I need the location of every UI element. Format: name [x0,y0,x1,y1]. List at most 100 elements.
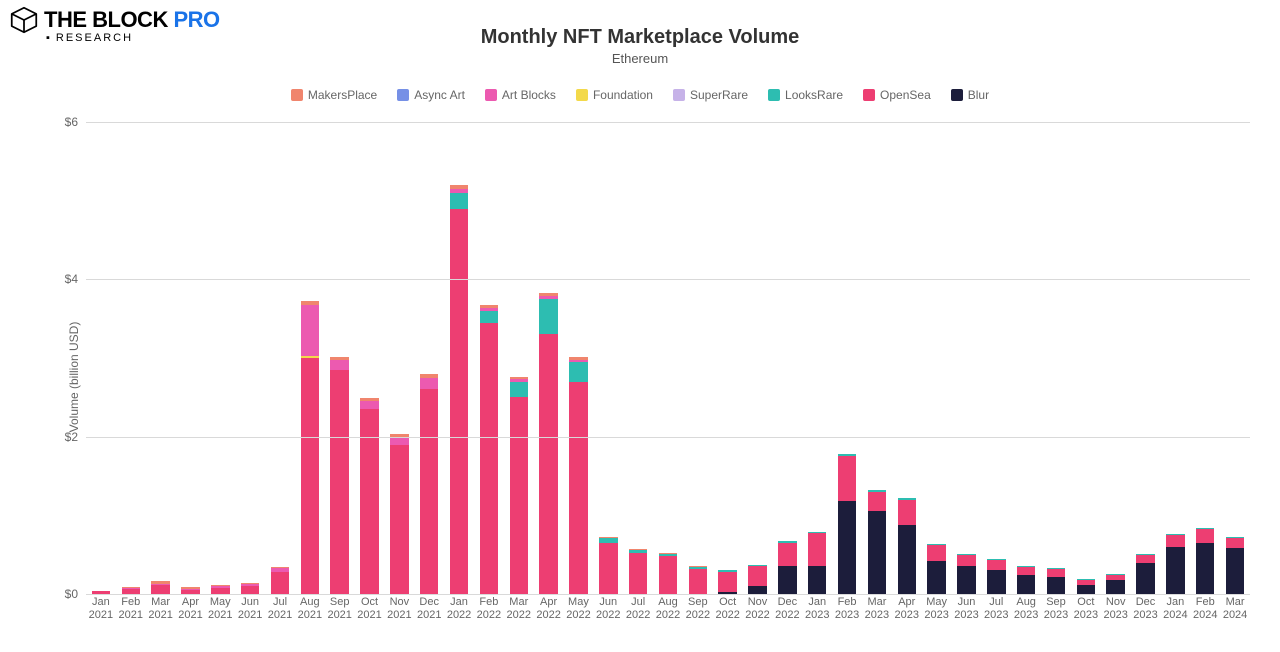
bar-segment [1077,579,1096,580]
legend-item[interactable]: MakersPlace [291,88,377,102]
bar-segment [748,586,767,594]
bar-segment [271,572,290,594]
bar-segment [748,566,767,586]
bar-column[interactable] [898,498,917,594]
bar-column[interactable] [211,585,230,594]
legend-item[interactable]: LooksRare [768,88,843,102]
x-tick-label: Jun 2021 [238,596,262,621]
bar-column[interactable] [748,565,767,594]
x-tick-label: Aug 2022 [656,596,680,621]
bar-column[interactable] [390,434,409,594]
bar-segment [420,378,439,390]
bar-column[interactable] [271,567,290,594]
bar-segment [510,397,529,594]
bar-column[interactable] [569,357,588,594]
legend-label: OpenSea [880,88,931,102]
bar-segment [450,193,469,209]
bar-segment [480,323,499,594]
bar-segment [808,533,827,566]
x-tick-label: Jan 2022 [447,596,471,621]
bar-column[interactable] [420,374,439,594]
bar-segment [301,358,320,594]
bar-segment [510,382,529,398]
x-tick-label: Oct 2021 [357,596,381,621]
bar-column[interactable] [241,583,260,594]
bar-column[interactable] [1106,574,1125,594]
bar-segment [957,566,976,594]
bar-column[interactable] [450,185,469,594]
bar-segment [539,299,558,334]
legend-item[interactable]: OpenSea [863,88,931,102]
bar-column[interactable] [1136,554,1155,594]
bar-segment [181,589,200,590]
bar-segment [301,301,320,305]
bar-segment [241,584,260,586]
bar-column[interactable] [599,537,618,594]
bar-column[interactable] [480,305,499,594]
legend-swatch [951,89,963,101]
bar-column[interactable] [181,587,200,594]
bar-segment [390,437,409,445]
x-tick-label: Dec 2023 [1133,596,1157,621]
bar-segment [1136,563,1155,594]
bar-segment [271,568,290,572]
bar-segment [599,538,618,543]
bar-column[interactable] [1077,579,1096,594]
bar-column[interactable] [987,559,1006,594]
bar-segment [151,584,170,586]
bar-segment [838,501,857,594]
bar-column[interactable] [689,566,708,594]
legend-swatch [485,89,497,101]
bar-column[interactable] [360,398,379,594]
bar-segment [868,511,887,594]
bar-column[interactable] [510,377,529,594]
bar-segment [1166,547,1185,594]
bar-column[interactable] [778,541,797,594]
bar-segment [151,581,170,583]
bar-column[interactable] [957,554,976,594]
bar-segment [1226,537,1245,548]
bar-column[interactable] [330,357,349,594]
bar-column[interactable] [808,532,827,594]
bar-segment [1136,555,1155,563]
bar-column[interactable] [301,301,320,594]
legend-swatch [576,89,588,101]
bar-segment [1047,569,1066,577]
bar-column[interactable] [629,549,648,594]
bar-segment [927,545,946,561]
bar-column[interactable] [868,490,887,594]
bar-column[interactable] [1166,534,1185,594]
bar-segment [510,377,529,379]
bar-segment [271,567,290,568]
title-block: Monthly NFT Marketplace Volume Ethereum [0,26,1280,66]
bar-column[interactable] [1196,528,1215,594]
bar-segment [450,209,469,594]
legend-item[interactable]: Async Art [397,88,465,102]
legend-item[interactable]: SuperRare [673,88,748,102]
bar-column[interactable] [1017,566,1036,594]
x-tick-label: Aug 2021 [298,596,322,621]
x-tick-label: Jul 2023 [984,596,1008,621]
bar-segment [301,356,320,358]
bar-column[interactable] [659,553,678,594]
bar-segment [1077,585,1096,594]
legend-item[interactable]: Blur [951,88,989,102]
legend-item[interactable]: Art Blocks [485,88,556,102]
legend-item[interactable]: Foundation [576,88,653,102]
bar-column[interactable] [122,587,141,594]
bar-segment [122,587,141,588]
bar-column[interactable] [539,293,558,594]
bar-segment [1196,543,1215,594]
bar-column[interactable] [838,454,857,594]
bar-segment [629,553,648,594]
bar-segment [987,570,1006,594]
bar-column[interactable] [927,544,946,594]
bar-column[interactable] [1226,537,1245,594]
bar-column[interactable] [718,570,737,594]
bar-column[interactable] [151,581,170,594]
bar-segment [360,398,379,401]
bar-segment [1017,575,1036,594]
bar-segment [629,549,648,550]
bar-column[interactable] [1047,568,1066,594]
bar-segment [718,572,737,592]
